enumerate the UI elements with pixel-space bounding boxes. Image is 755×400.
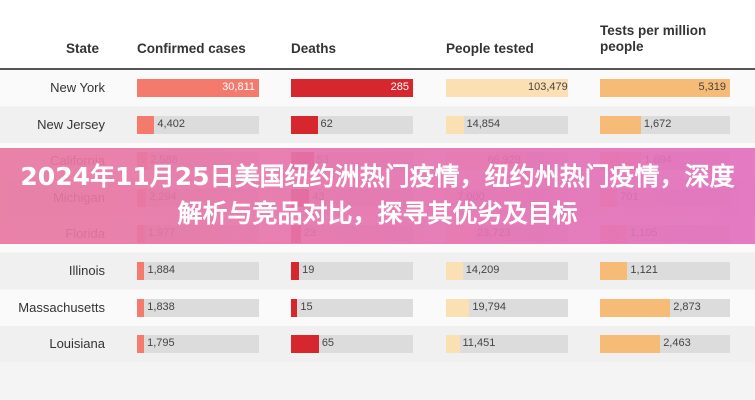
tested-value-label: 14,209	[465, 264, 500, 276]
tests_pm-bar	[600, 335, 661, 354]
deaths-bar-track	[291, 262, 413, 280]
tested-bar-track	[446, 298, 568, 317]
table-row: Louisiana 1,795 65 11,451 2,463	[0, 326, 755, 363]
tested-bar	[446, 115, 464, 134]
tests_pm-bar-track	[600, 115, 730, 134]
cases-bar	[137, 115, 155, 134]
overlay-title: 2024年11月25日美国纽约洲热门疫情，纽约州热门疫情，深度解析与竞品对比，探…	[20, 162, 735, 228]
table-row: Illinois 1,884 19 14,209 1,121	[0, 253, 755, 289]
tests_pm-value-label: 2,463	[663, 337, 691, 350]
deaths-bar-track	[291, 335, 413, 354]
deaths-bar	[291, 335, 319, 354]
tested-bar-track	[446, 115, 568, 134]
cases-value-label: 1,838	[147, 300, 175, 313]
table-row: New York 30,811 285 103,479 5,319	[0, 70, 755, 106]
tests_pm-value-label: 5,319	[698, 81, 726, 93]
tested-bar	[446, 262, 463, 280]
tests_pm-bar	[600, 262, 628, 280]
deaths-bar-track	[291, 79, 413, 97]
header-tested: People tested	[446, 41, 534, 56]
tests_pm-bar-track	[600, 298, 730, 317]
header-deaths: Deaths	[291, 41, 337, 56]
header-tests-pm: Tests per million people	[600, 23, 707, 54]
tested-bar-track	[446, 335, 568, 354]
tested-bar-track	[446, 79, 568, 97]
cases-bar	[137, 79, 259, 97]
deaths-bar	[291, 298, 298, 317]
header-state: State	[66, 41, 100, 56]
cases-value-label: 4,402	[157, 117, 185, 130]
cases-value-label: 1,795	[147, 337, 175, 350]
tested-value-label: 11,451	[462, 337, 496, 350]
cases-bar-track	[137, 335, 259, 354]
deaths-value-label: 285	[390, 81, 409, 93]
tested-bar	[446, 79, 568, 97]
deaths-bar	[291, 115, 318, 134]
title-overlay-band	[0, 148, 755, 244]
cases-bar-track	[137, 298, 259, 317]
tests_pm-bar-track	[600, 262, 730, 280]
deaths-value-label: 15	[300, 300, 313, 313]
cases-bar	[137, 262, 145, 280]
state-label: Louisiana	[49, 336, 105, 352]
deaths-bar-track	[291, 115, 413, 134]
table-row: New Jersey 4,402 62 14,854 1,672	[0, 106, 755, 143]
tests_pm-bar-track	[600, 79, 730, 97]
tests_pm-bar	[600, 298, 671, 317]
tests_pm-value-label: 1,121	[630, 264, 658, 276]
deaths-bar	[291, 79, 413, 97]
cases-value-label: 30,811	[222, 81, 255, 93]
cases-bar	[137, 298, 145, 317]
tests_pm-bar	[600, 115, 641, 134]
tested-bar	[446, 298, 470, 317]
cases-bar-track	[137, 262, 259, 280]
tests_pm-value-label: 1,672	[643, 117, 672, 130]
tests_pm-bar-track	[600, 335, 730, 354]
deaths-value-label: 65	[321, 337, 335, 350]
state-label: Massachusetts	[18, 299, 105, 315]
header-cases: Confirmed cases	[137, 41, 246, 56]
state-label: New Jersey	[37, 116, 105, 132]
tests_pm-value-label: 2,873	[673, 300, 701, 313]
deaths-value-label: 62	[320, 117, 333, 130]
deaths-bar-track	[291, 298, 413, 317]
cases-bar-track	[137, 79, 259, 97]
state-label: New York	[50, 80, 105, 95]
state-label: Illinois	[68, 263, 105, 278]
tested-bar-track	[446, 262, 568, 280]
header-divider	[0, 68, 755, 70]
cases-bar	[137, 335, 145, 354]
tested-value-label: 14,854	[466, 117, 501, 130]
deaths-value-label: 19	[302, 264, 315, 276]
table-header: State Confirmed cases Deaths People test…	[0, 0, 755, 68]
deaths-bar	[291, 262, 300, 280]
tested-bar	[446, 335, 460, 354]
table-row: Massachusetts 1,838 15 19,794 2,873	[0, 289, 755, 326]
tests_pm-bar	[600, 79, 730, 97]
cases-value-label: 1,884	[147, 264, 175, 276]
tested-value-label: 19,794	[472, 300, 506, 313]
tested-value-label: 103,479	[528, 81, 568, 93]
cases-bar-track	[137, 115, 259, 134]
